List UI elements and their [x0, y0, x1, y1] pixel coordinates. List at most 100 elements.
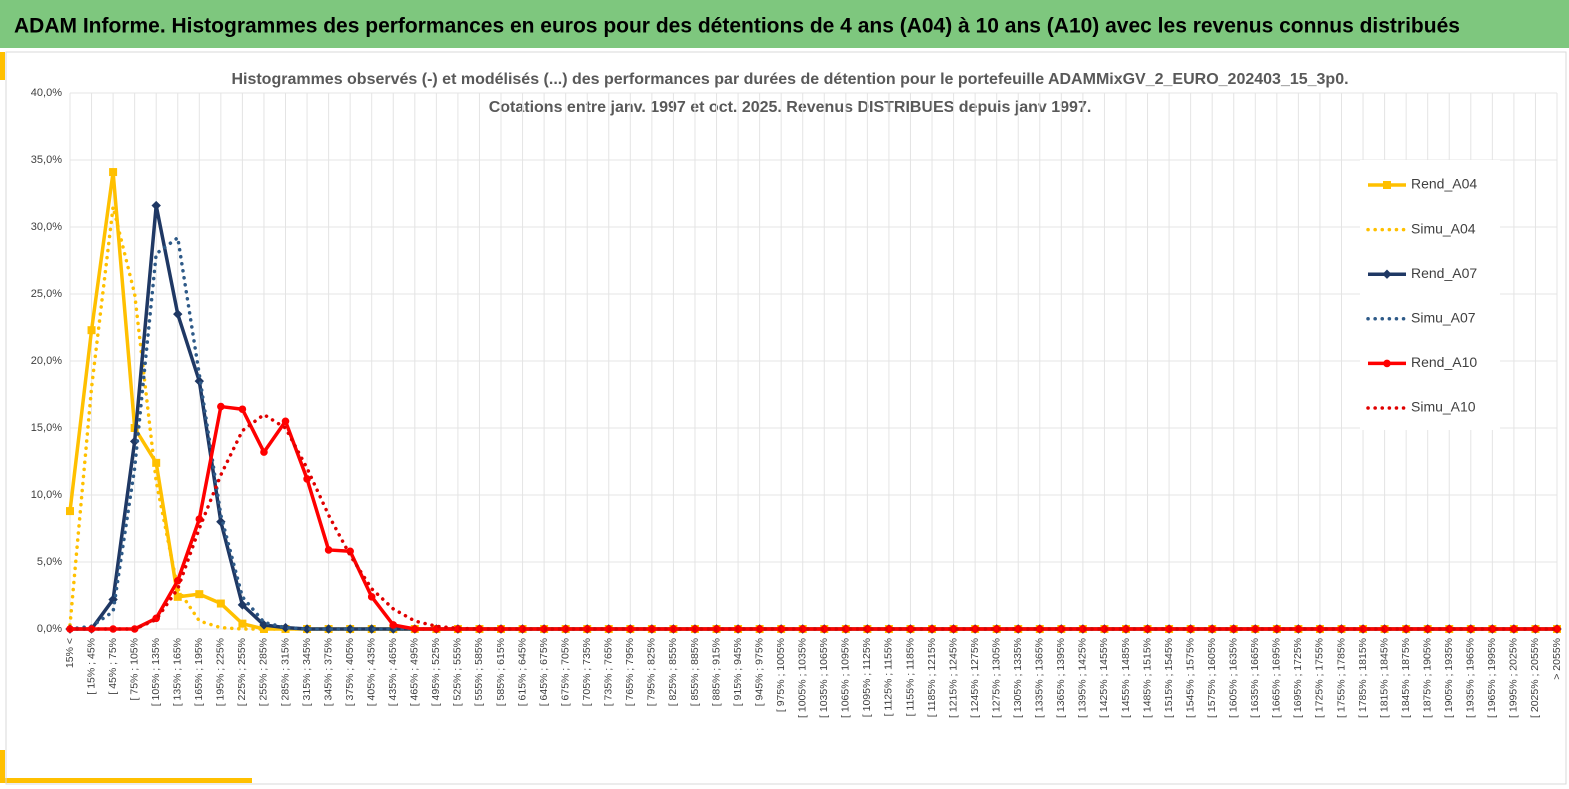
data-point — [237, 600, 248, 610]
x-tick-label: [ 735% ; 765% — [603, 638, 615, 706]
x-tick-label: [ 885% ; 915% — [710, 638, 722, 706]
x-tick-label: [ 165% ; 195% — [193, 638, 205, 706]
data-point — [152, 458, 161, 467]
y-tick-label: 30,0% — [31, 221, 62, 233]
x-tick-label: [ 1395% ; 1425% — [1077, 638, 1089, 718]
x-tick-label: [ 135% ; 165% — [172, 638, 184, 706]
x-tick-label: [ 1065% ; 1095% — [840, 638, 852, 718]
x-tick-label: [ 1005% ; 1035% — [797, 638, 809, 718]
data-point — [109, 168, 118, 177]
data-point — [66, 507, 74, 516]
data-point — [151, 200, 161, 211]
x-tick-label: [ 1575% ; 1605% — [1206, 638, 1218, 718]
data-point — [303, 475, 311, 483]
x-tick-label: [ 1995% ; 2025% — [1508, 638, 1520, 718]
x-tick-label: [ 495% ; 525% — [430, 638, 442, 706]
x-tick-label: [ 1635% ; 1665% — [1249, 638, 1261, 718]
x-tick-label: [ 645% ; 675% — [538, 638, 550, 706]
chart-title: Histogrammes observés (-) et modélisés (… — [231, 71, 1348, 88]
x-tick-label: [ 675% ; 705% — [559, 638, 571, 706]
legend-label: Simu_A10 — [1411, 399, 1476, 415]
header-title: ADAM Informe. Histogrammes des performan… — [14, 15, 1460, 38]
series-line — [68, 170, 1557, 631]
x-tick-label: [ 1425% ; 1455% — [1098, 638, 1110, 718]
y-tick-label: 40,0% — [31, 87, 62, 99]
series-line — [68, 235, 1559, 631]
x-tick-label: [ 1155% ; 1185% — [904, 638, 916, 716]
x-tick-label: [ 75% ; 105% — [128, 638, 140, 700]
legend-label: Rend_A04 — [1411, 176, 1477, 192]
x-tick-label: [ 285% ; 315% — [279, 638, 291, 706]
data-point — [238, 619, 247, 628]
x-tick-label: [ 1965% ; 1995% — [1486, 638, 1498, 718]
series-line — [68, 205, 1559, 631]
legend-marker — [1382, 269, 1392, 279]
x-tick-label: [ 855% ; 885% — [689, 638, 701, 706]
x-tick-label: [ 1935% ; 1965% — [1465, 638, 1477, 718]
x-tick-label: [ 1515% ; 1545% — [1163, 638, 1175, 718]
x-tick-label: [ 615% ; 645% — [516, 638, 528, 706]
x-tick-label: [ 105% ; 135% — [150, 638, 162, 706]
x-tick-label: [ 1245% ; 1275% — [969, 638, 981, 718]
legend-label: Rend_A10 — [1411, 354, 1477, 370]
x-tick-label: [ 915% ; 945% — [732, 638, 744, 706]
legend-box — [1360, 160, 1500, 430]
decor — [0, 52, 5, 80]
x-tick-label: [ 1185% ; 1215% — [926, 638, 938, 717]
x-tick-label: [ 705% ; 735% — [581, 638, 593, 706]
x-tick-label: [ 435% ; 465% — [387, 638, 399, 706]
x-tick-label: [ 945% ; 975% — [753, 638, 765, 706]
x-tick-label: [ 1305% ; 1335% — [1012, 638, 1024, 718]
x-tick-label: [ 555% ; 585% — [473, 638, 485, 706]
x-tick-label: [ 1875% ; 1905% — [1421, 638, 1433, 718]
legend-marker — [1383, 181, 1391, 189]
x-tick-label: [ 1215% ; 1245% — [947, 638, 959, 718]
x-tick-label: [ 45% ; 75% — [107, 638, 119, 695]
x-tick-label: [ 255% ; 285% — [258, 638, 270, 706]
x-tick-label: [ 195% ; 225% — [215, 638, 227, 706]
data-point — [217, 402, 225, 411]
series-line — [68, 412, 1559, 631]
y-tick-label: 5,0% — [37, 556, 62, 568]
x-tick-label: [ 1665% ; 1695% — [1271, 638, 1283, 718]
data-point — [260, 448, 268, 456]
data-point — [195, 590, 204, 599]
x-tick-label: [ 315% ; 345% — [301, 638, 313, 706]
x-tick-label: [ 1275% ; 1305% — [990, 638, 1002, 718]
header-bar — [0, 0, 1569, 48]
x-tick-label: [ 975% ; 1005% — [775, 638, 787, 712]
x-tick-label: [ 1785% ; 1815% — [1357, 638, 1369, 718]
data-point — [216, 599, 225, 608]
legend-label: Simu_A07 — [1411, 310, 1476, 326]
x-tick-label: [ 1125% ; 1155% — [883, 638, 895, 716]
x-tick-label: [ 1365% ; 1395% — [1055, 638, 1067, 718]
x-tick-label: [ 1335% ; 1365% — [1034, 638, 1046, 718]
legend-marker — [1383, 359, 1391, 368]
data-point — [367, 593, 376, 601]
x-tick-label: [ 1545% ; 1575% — [1184, 638, 1196, 718]
x-tick-label: [ 15% ; 45% — [85, 638, 97, 695]
y-tick-label: 25,0% — [31, 288, 62, 300]
x-tick-label: [ 1695% ; 1725% — [1292, 638, 1304, 718]
y-tick-label: 0,0% — [37, 623, 62, 635]
x-tick-label: [ 795% ; 825% — [646, 638, 658, 706]
x-tick-label: [ 525% ; 555% — [452, 638, 464, 706]
y-tick-label: 20,0% — [31, 355, 62, 367]
x-tick-label: [ 1815% ; 1845% — [1378, 638, 1390, 718]
data-point — [411, 625, 419, 633]
decor — [0, 750, 5, 783]
x-tick-label: [ 1605% ; 1635% — [1228, 638, 1240, 718]
data-point — [324, 546, 333, 554]
x-tick-label: [ 2025% ; 2055% — [1529, 638, 1541, 718]
x-tick-label: [ 765% ; 795% — [624, 638, 636, 706]
x-tick-label: [ 1725% ; 1755% — [1314, 638, 1326, 718]
x-tick-label: [ 465% ; 495% — [409, 638, 421, 706]
x-tick-label: [ 585% ; 615% — [495, 638, 507, 706]
x-tick-label: 15% < — [64, 638, 76, 668]
y-tick-label: 10,0% — [31, 489, 62, 501]
decor — [0, 778, 252, 783]
chart-subtitle: Cotations entre janv. 1997 et oct. 2025.… — [489, 99, 1092, 116]
x-tick-label: [ 375% ; 405% — [344, 638, 356, 706]
x-tick-label: [ 1035% ; 1065% — [818, 638, 830, 718]
